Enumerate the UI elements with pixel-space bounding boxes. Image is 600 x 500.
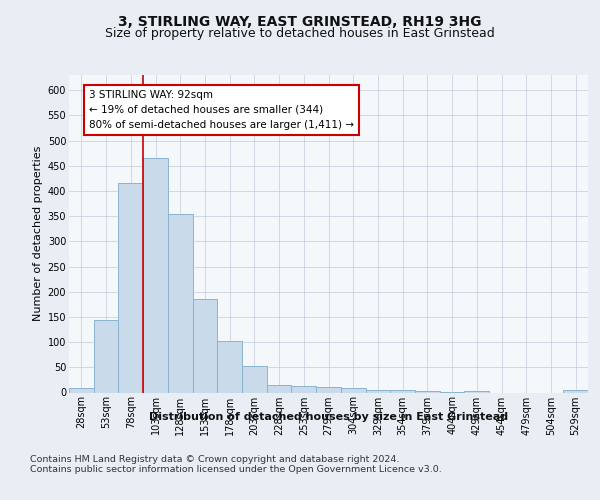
Text: Size of property relative to detached houses in East Grinstead: Size of property relative to detached ho… xyxy=(105,27,495,40)
Bar xyxy=(118,184,143,392)
Bar xyxy=(563,390,588,392)
Bar xyxy=(168,214,193,392)
Bar xyxy=(242,366,267,392)
Bar xyxy=(341,388,365,392)
Bar xyxy=(365,390,390,392)
Text: Distribution of detached houses by size in East Grinstead: Distribution of detached houses by size … xyxy=(149,412,508,422)
Text: Contains HM Land Registry data © Crown copyright and database right 2024.: Contains HM Land Registry data © Crown c… xyxy=(30,454,400,464)
Text: 3 STIRLING WAY: 92sqm
← 19% of detached houses are smaller (344)
80% of semi-det: 3 STIRLING WAY: 92sqm ← 19% of detached … xyxy=(89,90,354,130)
Bar xyxy=(193,300,217,392)
Bar xyxy=(143,158,168,392)
Text: 3, STIRLING WAY, EAST GRINSTEAD, RH19 3HG: 3, STIRLING WAY, EAST GRINSTEAD, RH19 3H… xyxy=(118,16,482,30)
Bar xyxy=(267,385,292,392)
Bar xyxy=(292,386,316,392)
Y-axis label: Number of detached properties: Number of detached properties xyxy=(34,146,43,322)
Bar xyxy=(69,388,94,392)
Text: Contains public sector information licensed under the Open Government Licence v3: Contains public sector information licen… xyxy=(30,466,442,474)
Bar xyxy=(390,390,415,392)
Bar xyxy=(316,387,341,392)
Bar xyxy=(94,320,118,392)
Bar xyxy=(217,340,242,392)
